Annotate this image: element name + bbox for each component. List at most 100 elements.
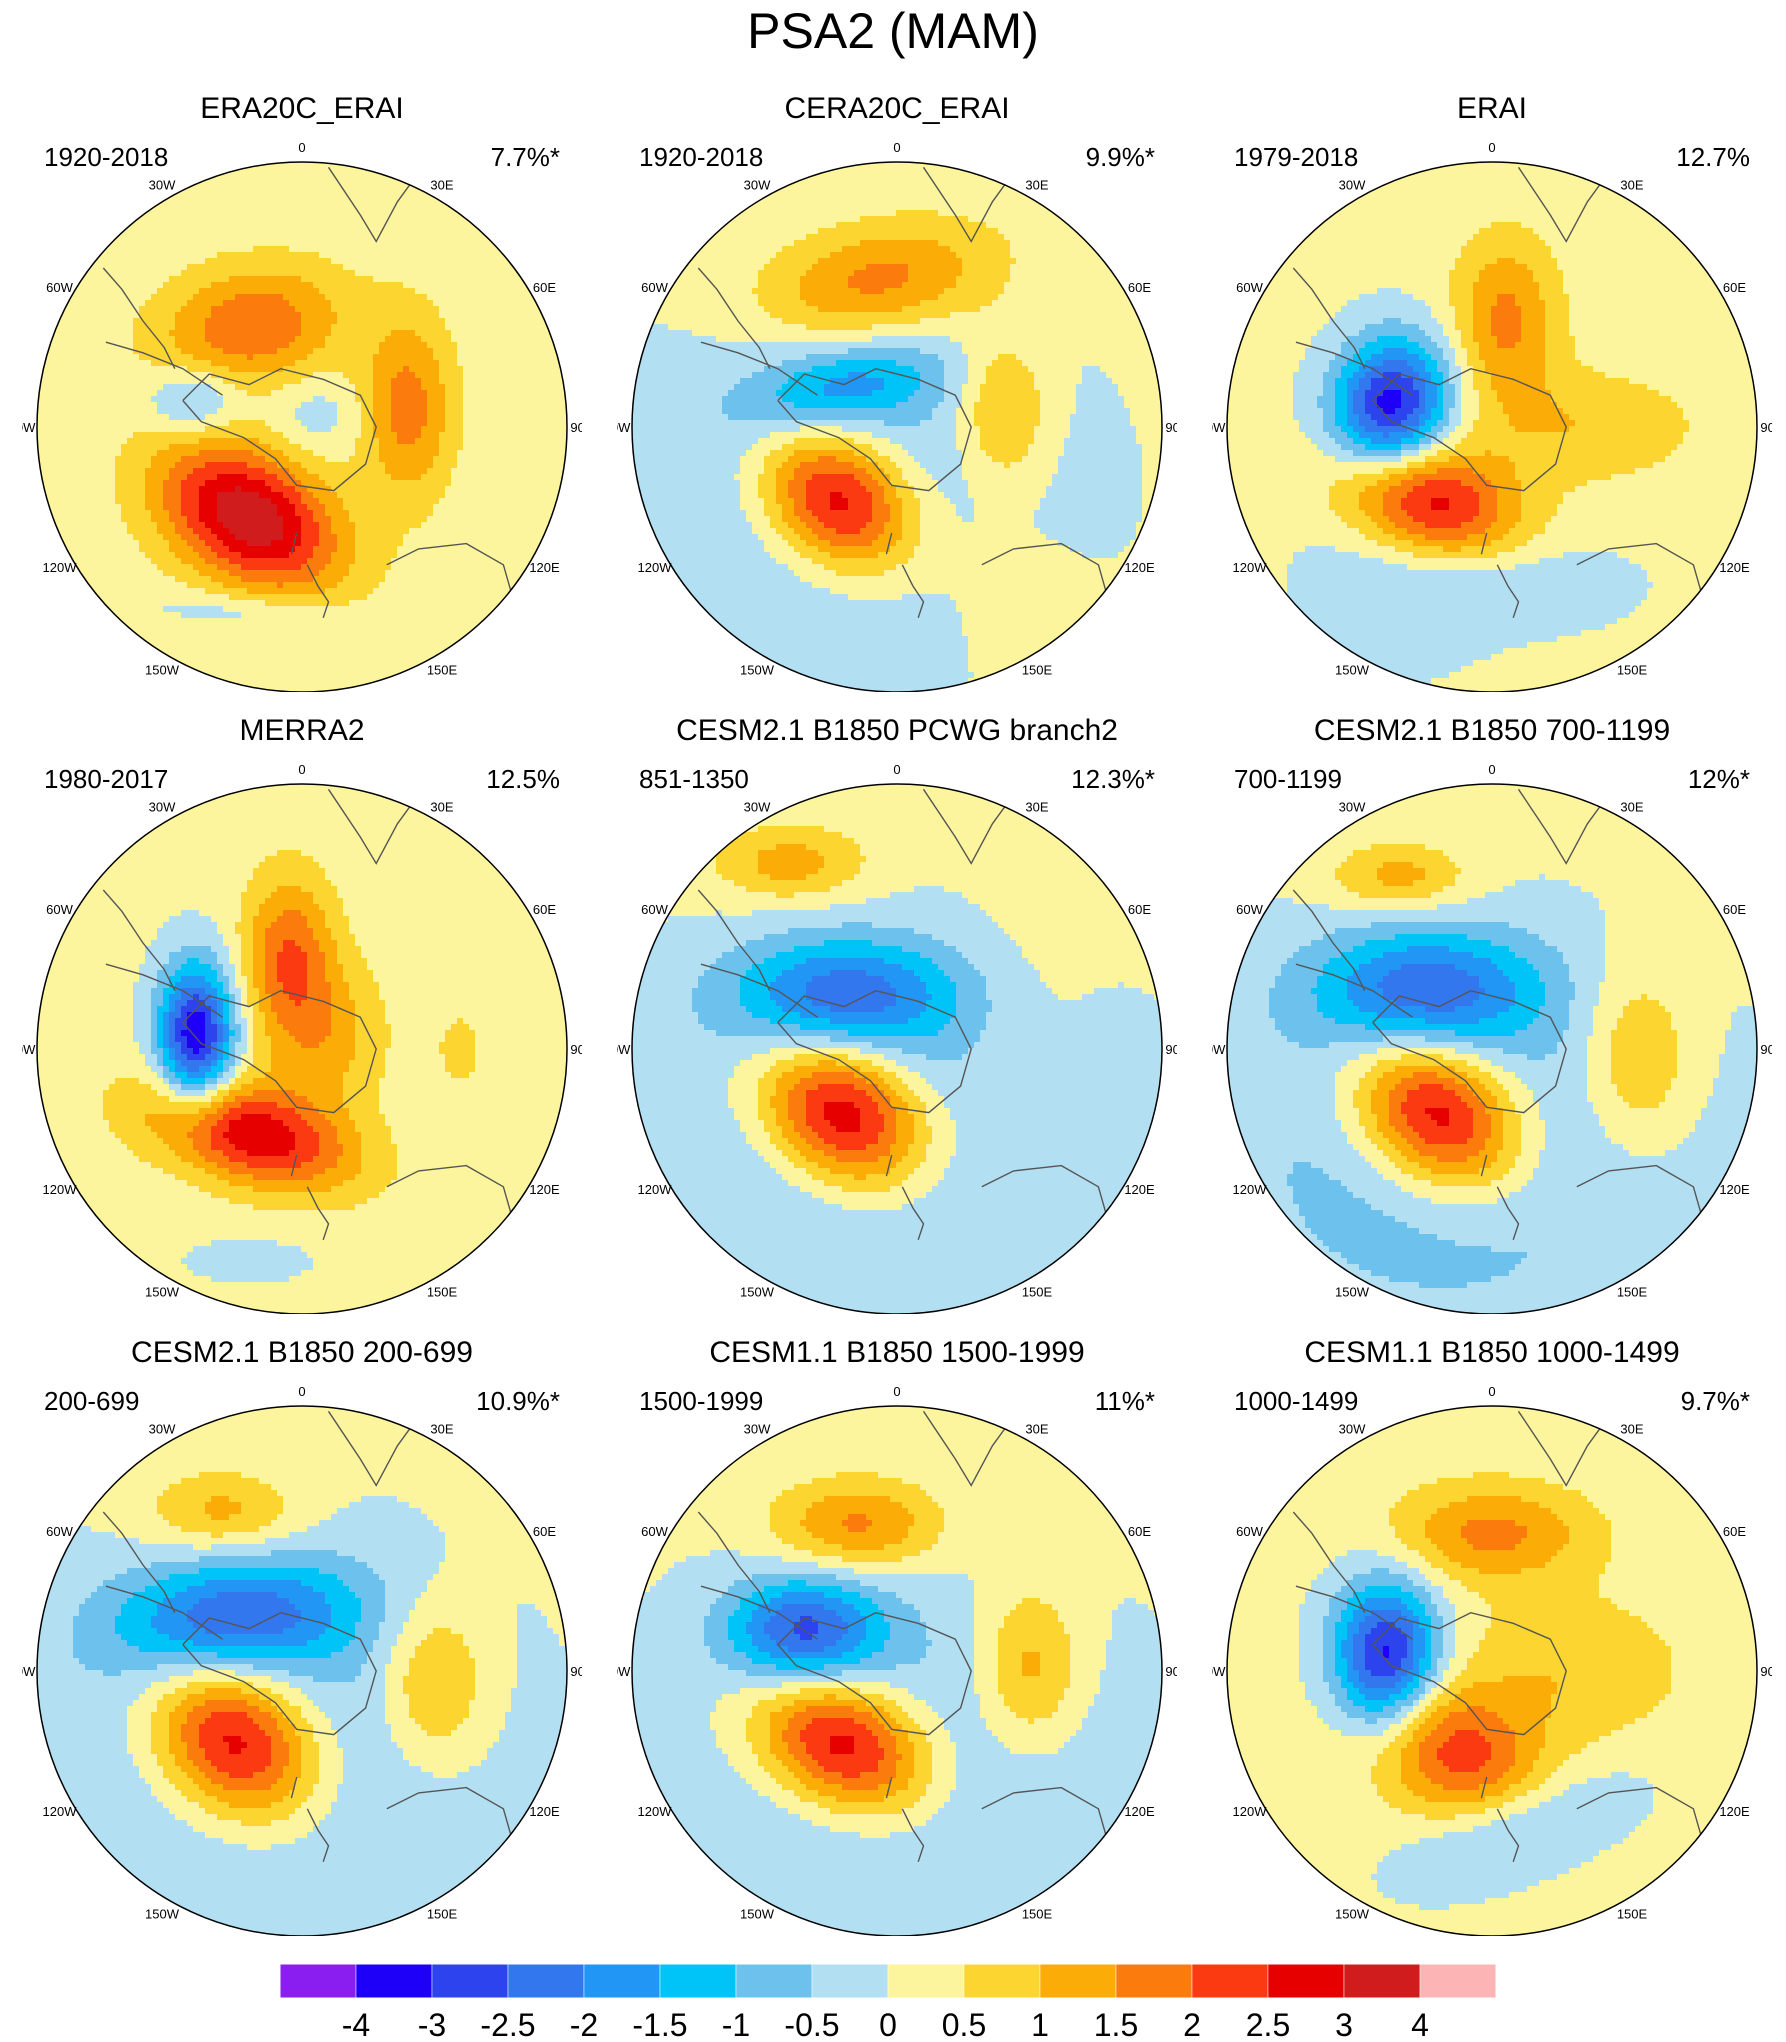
field-cell xyxy=(499,516,506,523)
field-cell xyxy=(463,528,470,535)
field-cell xyxy=(385,528,392,535)
field-cell xyxy=(445,342,452,349)
field-cell xyxy=(427,420,434,427)
field-cell xyxy=(517,372,524,379)
field-cell xyxy=(301,162,308,169)
field-cell xyxy=(313,372,320,379)
field-cell xyxy=(229,324,236,331)
field-cell xyxy=(313,360,320,367)
field-cell xyxy=(79,420,86,427)
field-cell xyxy=(241,384,248,391)
field-cell xyxy=(307,504,314,511)
field-cell xyxy=(175,468,182,475)
field-cell xyxy=(169,276,176,283)
field-cell xyxy=(475,228,482,235)
field-cell xyxy=(277,522,284,529)
field-cell xyxy=(403,420,410,427)
field-cell xyxy=(373,528,380,535)
field-cell xyxy=(133,534,140,541)
field-cell xyxy=(349,414,356,421)
field-cell xyxy=(505,486,512,493)
field-cell xyxy=(235,474,242,481)
field-cell xyxy=(175,222,182,229)
field-cell xyxy=(385,486,392,493)
field-cell xyxy=(331,252,338,259)
field-cell xyxy=(55,324,62,331)
field-cell xyxy=(409,204,416,211)
field-cell xyxy=(415,354,422,361)
field-cell xyxy=(283,474,290,481)
field-cell xyxy=(337,480,344,487)
field-cell xyxy=(289,414,296,421)
field-cell xyxy=(319,300,326,307)
field-cell xyxy=(403,234,410,241)
field-cell xyxy=(283,204,290,211)
field-cell xyxy=(475,534,482,541)
field-cell xyxy=(421,234,428,241)
field-cell xyxy=(217,216,224,223)
field-cell xyxy=(265,468,272,475)
field-cell xyxy=(379,462,386,469)
field-cell xyxy=(193,510,200,517)
field-cell xyxy=(547,384,554,391)
field-cell xyxy=(169,282,176,289)
field-cell xyxy=(337,444,344,451)
field-cell xyxy=(445,438,452,445)
field-cell xyxy=(193,222,200,229)
field-cell xyxy=(343,270,350,277)
field-cell xyxy=(541,336,548,343)
field-cell xyxy=(409,414,416,421)
field-cell xyxy=(319,342,326,349)
field-cell xyxy=(385,264,392,271)
field-cell xyxy=(211,288,218,295)
field-cell xyxy=(289,276,296,283)
field-cell xyxy=(229,426,236,433)
field-cell xyxy=(259,498,266,505)
field-cell xyxy=(307,228,314,235)
field-cell xyxy=(493,252,500,259)
field-cell xyxy=(301,474,308,481)
field-cell xyxy=(373,522,380,529)
field-cell xyxy=(79,504,86,511)
field-cell xyxy=(199,330,206,337)
field-cell xyxy=(475,324,482,331)
field-cell xyxy=(145,510,152,517)
field-cell xyxy=(511,342,518,349)
field-cell xyxy=(379,414,386,421)
field-cell xyxy=(187,474,194,481)
field-cell xyxy=(151,540,158,547)
field-cell xyxy=(211,522,218,529)
field-cell xyxy=(301,168,308,175)
field-cell xyxy=(451,528,458,535)
field-cell xyxy=(115,414,122,421)
field-cell xyxy=(391,240,398,247)
field-cell xyxy=(307,222,314,229)
field-cell xyxy=(433,438,440,445)
field-cell xyxy=(67,342,74,349)
field-cell xyxy=(301,252,308,259)
field-cell xyxy=(115,234,122,241)
field-cell xyxy=(325,396,332,403)
field-cell xyxy=(385,450,392,457)
field-cell xyxy=(319,414,326,421)
field-cell xyxy=(211,204,218,211)
field-cell xyxy=(67,408,74,415)
field-cell xyxy=(103,522,110,529)
field-cell xyxy=(445,336,452,343)
field-cell xyxy=(319,216,326,223)
field-cell xyxy=(79,468,86,475)
field-cell xyxy=(223,312,230,319)
field-cell xyxy=(193,480,200,487)
field-cell xyxy=(379,186,386,193)
field-cell xyxy=(427,276,434,283)
field-cell xyxy=(265,336,272,343)
field-cell xyxy=(505,372,512,379)
field-cell xyxy=(205,384,212,391)
field-cell xyxy=(85,348,92,355)
field-cell xyxy=(505,420,512,427)
field-cell xyxy=(313,522,320,529)
field-cell xyxy=(445,498,452,505)
field-cell xyxy=(271,282,278,289)
field-cell xyxy=(445,384,452,391)
field-cell xyxy=(199,174,206,181)
